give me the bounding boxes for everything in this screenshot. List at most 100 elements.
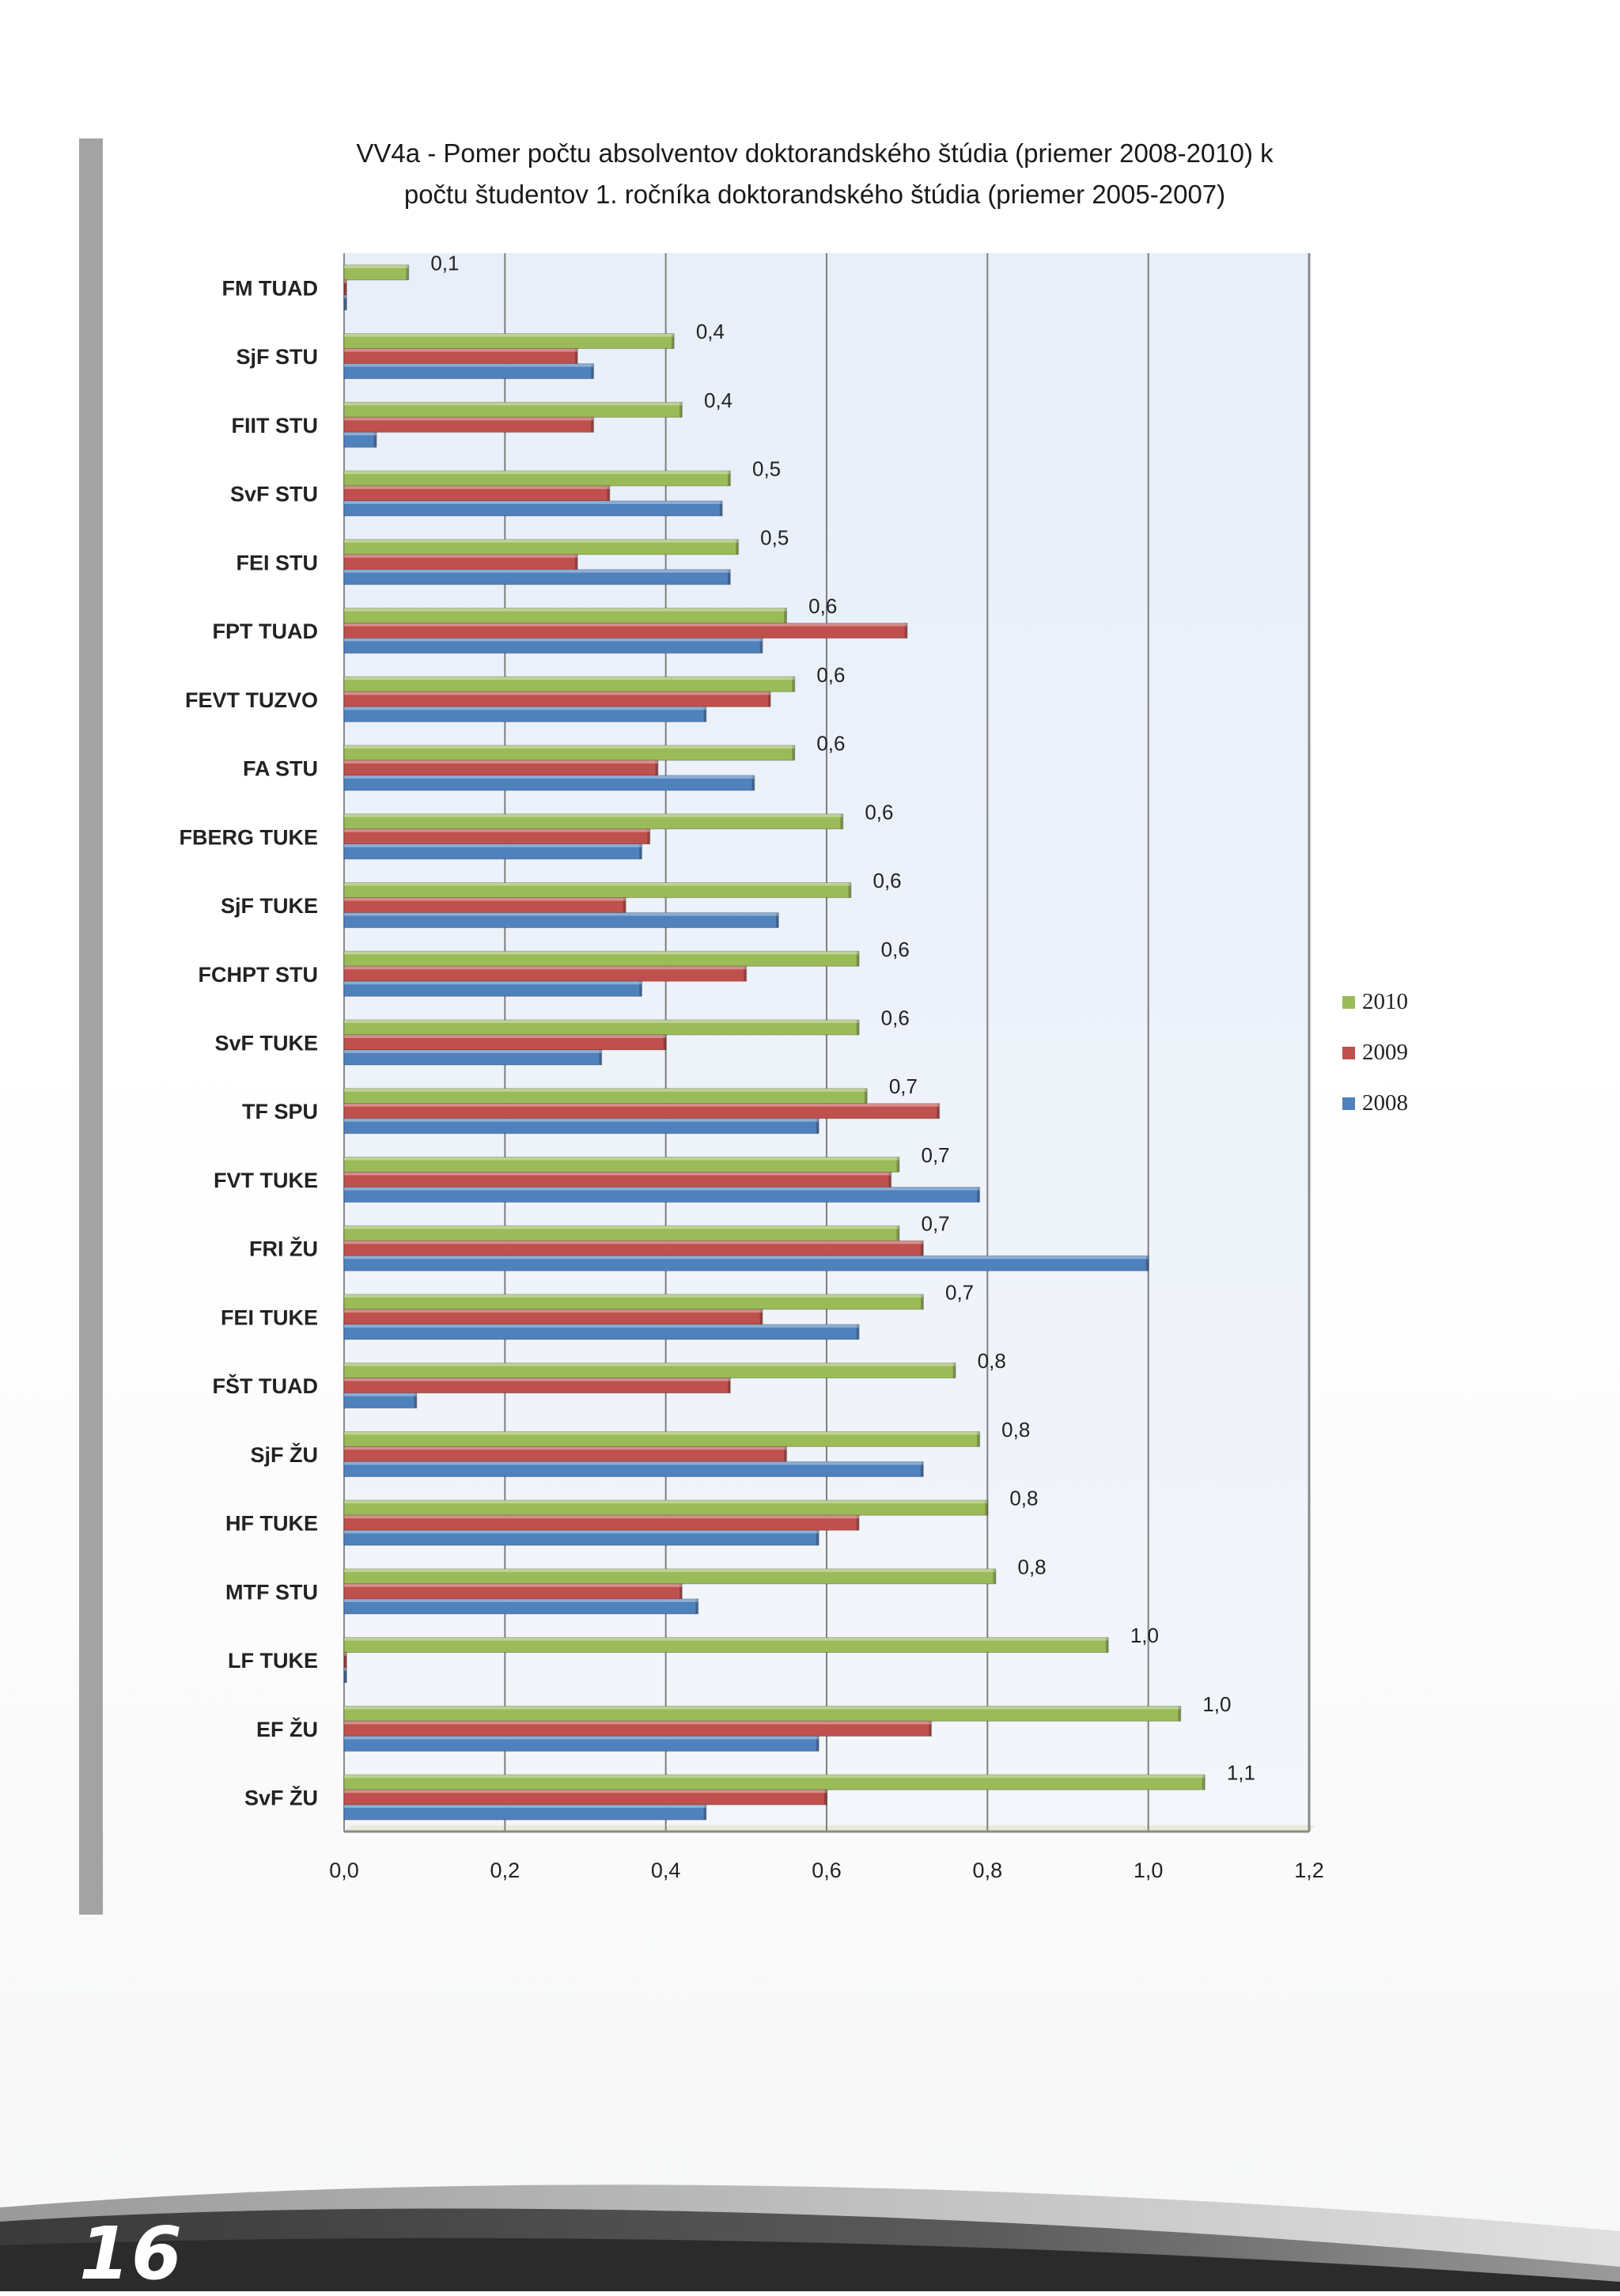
bar-end-2009 — [744, 966, 748, 982]
bar-highlight-2010 — [344, 882, 851, 886]
bar-2008 — [343, 1255, 1149, 1271]
category-label: FŠT TUAD — [213, 1373, 318, 1398]
category-label: SvF STU — [230, 483, 318, 506]
category-label: FPT TUAD — [213, 619, 318, 643]
bar-end-2009 — [929, 1721, 933, 1737]
bar-highlight-2008 — [344, 1187, 980, 1191]
bar-end-2010 — [840, 813, 844, 829]
bar-highlight-2010 — [344, 1500, 988, 1504]
bar-end-2008 — [816, 1530, 819, 1546]
bar-highlight-2008 — [344, 843, 642, 847]
legend: 2010 2009 2008 — [1342, 989, 1408, 1116]
bar-highlight-2010 — [344, 539, 739, 543]
bar-highlight-2009 — [344, 966, 747, 970]
bar-2010 — [343, 264, 409, 281]
data-labels: 0,1 0,4 0,4 0,5 0,5 0,6 0,6 0,6 0,6 0,6 0,6 0,6 0,7 0… — [430, 251, 1255, 1784]
data-label: 0,6 — [816, 663, 845, 687]
bar-end-2009 — [344, 279, 347, 295]
bar-end-2008 — [719, 501, 723, 517]
bar-highlight-2008 — [344, 1256, 1149, 1260]
bar-highlight-2008 — [344, 1118, 819, 1122]
legend-label: 2009 — [1362, 1040, 1408, 1065]
bar-end-2009 — [824, 1790, 827, 1805]
bar-highlight-2008 — [344, 981, 642, 985]
bar-highlight-2010 — [344, 813, 843, 817]
legend-swatch-2010 — [1342, 996, 1355, 1009]
bar-2008 — [343, 1118, 819, 1135]
bar-highlight-2010 — [344, 333, 674, 337]
bar-2008 — [343, 431, 377, 448]
bar-end-2008 — [751, 775, 755, 791]
legend-label: 2010 — [1362, 989, 1408, 1014]
category-label: SvF TUKE — [214, 1032, 318, 1055]
bar-2008 — [343, 1461, 924, 1477]
bar-end-2008 — [591, 363, 595, 379]
data-label: 0,8 — [1018, 1555, 1047, 1578]
bar-end-2008 — [856, 1324, 860, 1339]
bar-highlight-2009 — [344, 1309, 763, 1313]
bar-highlight-2008 — [344, 638, 763, 642]
category-label: FRI ŽU — [249, 1237, 318, 1261]
bar-end-2008 — [344, 294, 347, 310]
bar-end-2009 — [728, 1377, 731, 1393]
bar-end-2010 — [736, 539, 740, 555]
bar-2008 — [343, 500, 723, 517]
bar-end-2008 — [977, 1187, 981, 1203]
data-label: 0,8 — [1009, 1487, 1038, 1510]
bar-highlight-2008 — [344, 1736, 819, 1740]
bar-end-2009 — [647, 828, 651, 844]
bar-highlight-2008 — [344, 707, 706, 710]
bar-end-2008 — [921, 1461, 924, 1477]
bar-highlight-2009 — [344, 1377, 730, 1381]
category-label: SjF ŽU — [251, 1442, 319, 1467]
category-label: FA STU — [243, 757, 318, 781]
bar-highlight-2010 — [344, 951, 859, 955]
bar-highlight-2010 — [344, 1568, 996, 1572]
data-label: 0,6 — [881, 1006, 910, 1030]
bar-highlight-2009 — [344, 1515, 859, 1519]
bar-end-2008 — [599, 1050, 603, 1065]
bar-end-2009 — [759, 1309, 763, 1324]
bar-end-2009 — [574, 348, 578, 364]
bar-2008 — [343, 912, 779, 929]
bar-highlight-2009 — [344, 623, 907, 627]
bar-end-2009 — [767, 691, 771, 707]
category-label: EF ŽU — [256, 1717, 318, 1741]
bar-highlight-2010 — [344, 471, 730, 475]
bar-2008 — [343, 638, 763, 654]
x-tick-label: 0,6 — [812, 1858, 842, 1882]
data-label: 0,6 — [808, 594, 837, 618]
data-label: 0,1 — [430, 251, 459, 275]
bar-end-2010 — [1105, 1637, 1109, 1653]
bar-end-2008 — [414, 1392, 418, 1408]
bar-highlight-2009 — [344, 348, 577, 352]
category-label: FBERG TUKE — [180, 825, 319, 849]
bar-highlight-2008 — [344, 1530, 819, 1534]
legend-swatch-2008 — [1342, 1097, 1355, 1110]
bar-highlight-2009 — [344, 1652, 346, 1656]
plot-floor — [344, 1825, 1315, 1832]
bar-highlight-2010 — [344, 1637, 1108, 1641]
bar-highlight-2009 — [344, 1172, 891, 1176]
bar-end-2009 — [856, 1515, 860, 1531]
chart-title-line: VV4a - Pomer počtu absolventov doktorand… — [356, 138, 1274, 168]
bar-highlight-2010 — [344, 1088, 867, 1092]
category-label: FEVT TUZVO — [185, 688, 318, 712]
x-tick-label: 0,4 — [651, 1858, 681, 1882]
bar-2008 — [343, 1529, 819, 1546]
chart-title: VV4a - Pomer počtu absolventov doktorand… — [356, 138, 1274, 209]
legend-swatch-2009 — [1342, 1047, 1355, 1059]
legend-label: 2008 — [1362, 1090, 1408, 1116]
bar-end-2009 — [921, 1241, 924, 1256]
bar-end-2008 — [639, 981, 643, 997]
bar-2008 — [343, 706, 706, 722]
data-label: 0,6 — [881, 938, 910, 961]
bar-end-2009 — [574, 554, 578, 570]
bar-highlight-2008 — [344, 1324, 859, 1328]
bar-end-2010 — [728, 471, 731, 487]
bar-end-2008 — [816, 1736, 819, 1752]
bar-end-2010 — [977, 1431, 981, 1447]
page-side-bar — [79, 138, 103, 1915]
bar-highlight-2008 — [344, 1050, 602, 1053]
